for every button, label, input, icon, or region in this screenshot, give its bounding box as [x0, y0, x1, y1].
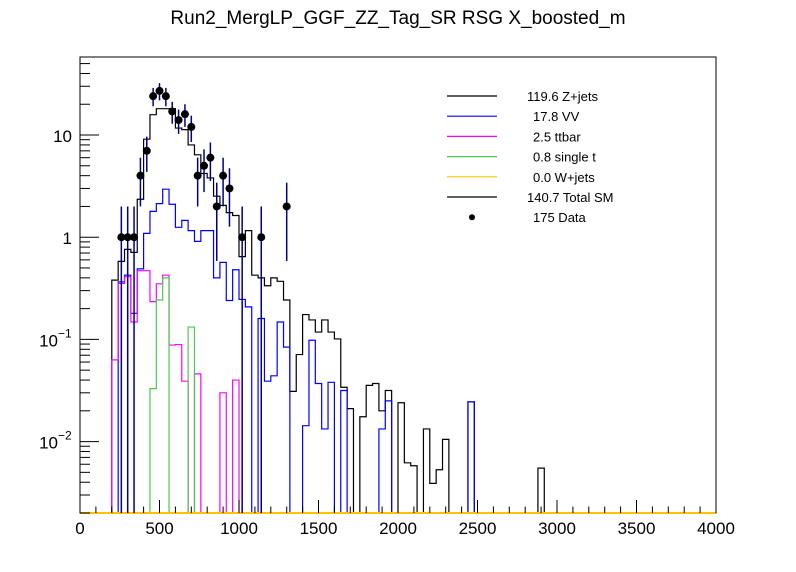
x-tick-label: 0: [75, 519, 84, 538]
data-point: [155, 86, 164, 95]
y-tick-exponent: −2: [58, 429, 72, 443]
legend-label: 140.7 Total SM: [527, 190, 613, 205]
legend-label: 119.6 Z+jets: [527, 89, 598, 104]
data-point: [174, 116, 183, 125]
chart-title: Run2_MergLP_GGF_ZZ_Tag_SR RSG X_boosted_…: [170, 8, 626, 29]
data-point: [117, 233, 126, 242]
y-tick-label: 10: [39, 331, 58, 350]
x-tick-label: 2000: [379, 519, 417, 538]
data-point: [200, 161, 209, 170]
x-tick-label: 1500: [300, 519, 338, 538]
x-tick-label: 500: [145, 519, 173, 538]
x-tick-label: 3000: [538, 519, 576, 538]
data-point: [257, 233, 266, 242]
data-point: [206, 153, 215, 162]
y-tick-label: 10: [39, 434, 58, 453]
data-points: [117, 83, 291, 513]
x-tick-label: 3500: [618, 519, 656, 538]
legend-label: 17.8 VV: [533, 109, 580, 124]
y-tick-label: 1: [63, 229, 72, 248]
series-single-t: [111, 277, 196, 514]
data-point: [282, 202, 291, 211]
legend-label: 0.8 single t: [533, 150, 596, 165]
x-tick-label: 4000: [697, 519, 735, 538]
y-tick-label: 10: [53, 127, 72, 146]
x-tick-label: 1000: [220, 519, 258, 538]
x-axis: 0 500 1000 1500 2000 2500 3000 3500 4000: [75, 500, 735, 538]
data-point: [180, 110, 189, 119]
data-point: [149, 92, 158, 101]
series-vv: [111, 188, 475, 514]
data-point: [219, 171, 228, 180]
legend-label: 2.5 ttbar: [533, 129, 581, 144]
data-point: [123, 233, 132, 242]
data-point: [136, 171, 145, 180]
data-point: [225, 184, 234, 193]
x-tick-label: 2500: [459, 519, 497, 538]
y-tick-exponent: −1: [58, 326, 72, 340]
data-point: [212, 202, 221, 211]
data-point: [168, 107, 177, 116]
legend-marker: [469, 214, 475, 221]
data-point: [193, 171, 202, 180]
series-ttbar: [111, 270, 240, 514]
series-total-sm-path: [111, 108, 545, 514]
data-point: [238, 233, 247, 242]
legend-label: 0.0 W+jets: [533, 170, 595, 185]
data-point: [187, 122, 196, 131]
data-point: [161, 92, 170, 101]
legend-label: 175 Data: [533, 210, 587, 225]
series-ttbar-path: [111, 270, 240, 514]
data-point: [130, 233, 139, 242]
data-point: [142, 146, 151, 155]
legend: 119.6 Z+jets 17.8 VV 2.5 ttbar 0.8 single t…: [447, 89, 613, 225]
series-single-t-path: [111, 277, 196, 514]
series-vv-path: [111, 188, 475, 514]
series-total-sm: [111, 108, 545, 514]
